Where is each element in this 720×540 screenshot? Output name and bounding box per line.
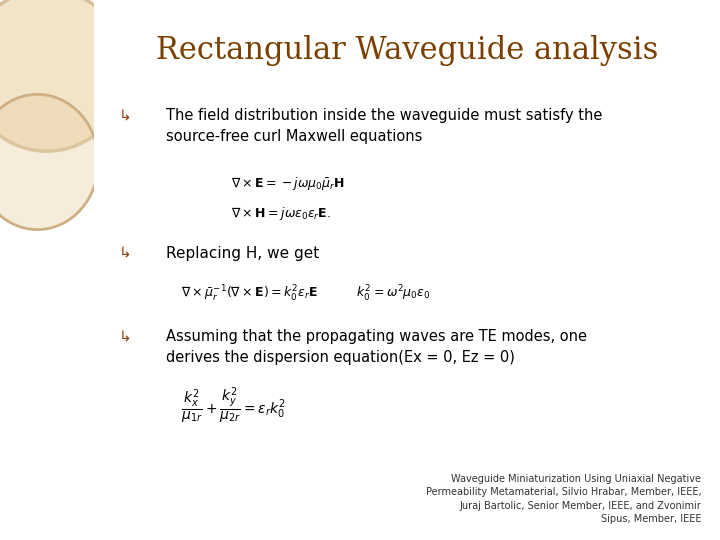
Text: The field distribution inside the waveguide must satisfy the
source-free curl Ma: The field distribution inside the wavegu… [166,108,602,144]
Text: Assuming that the propagating waves are TE modes, one
derives the dispersion equ: Assuming that the propagating waves are … [166,329,587,366]
Text: Waveguide Miniaturization Using Uniaxial Negative
Permeability Metamaterial, Sil: Waveguide Miniaturization Using Uniaxial… [426,474,701,524]
Ellipse shape [0,0,127,151]
Text: Rectangular Waveguide analysis: Rectangular Waveguide analysis [156,35,658,66]
Text: ↳: ↳ [119,329,132,345]
Text: $\nabla \times \mathbf{E} = -j\omega\mu_0\bar{\mu}_r \mathbf{H}$: $\nabla \times \mathbf{E} = -j\omega\mu_… [231,176,346,192]
Text: Replacing H, we get: Replacing H, we get [166,246,319,261]
Text: $\nabla \times \mathbf{H} = j\omega\varepsilon_0\varepsilon_r \mathbf{E}.$: $\nabla \times \mathbf{H} = j\omega\vare… [231,205,331,222]
Text: $\nabla \times \bar{\mu}_r^{-1}(\nabla \times \mathbf{E}) = k_0^2\varepsilon_r\m: $\nabla \times \bar{\mu}_r^{-1}(\nabla \… [181,284,431,303]
Text: $\dfrac{k_x^2}{\mu_{1r}} + \dfrac{k_y^2}{\mu_{2r}} = \varepsilon_r k_0^2$: $\dfrac{k_x^2}{\mu_{1r}} + \dfrac{k_y^2}… [181,386,286,426]
Text: ↳: ↳ [119,108,132,123]
Ellipse shape [0,94,99,230]
Text: ↳: ↳ [119,246,132,261]
